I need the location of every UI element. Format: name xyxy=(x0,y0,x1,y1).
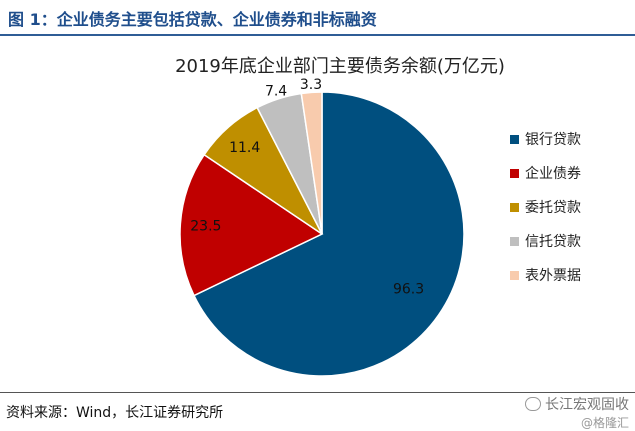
legend-swatch-4 xyxy=(510,237,519,246)
wechat-icon xyxy=(525,397,541,411)
legend-label-3: 委托贷款 xyxy=(525,200,581,216)
pie-slice-2 xyxy=(179,153,324,297)
chart-title: 2019年底企业部门主要债务余额(万亿元) xyxy=(175,56,505,77)
pie-slice-1 xyxy=(193,91,465,377)
title-rule xyxy=(0,34,635,36)
legend-swatch-1 xyxy=(510,135,519,144)
source-note: 资料来源：Wind，长江证券研究所 xyxy=(6,405,224,421)
legend-label-5: 表外票据 xyxy=(525,268,581,284)
data-label-4: 7.4 xyxy=(265,84,287,100)
data-label-1: 96.3 xyxy=(393,281,424,297)
legend-swatch-2 xyxy=(510,169,519,178)
legend-label-2: 企业债券 xyxy=(525,165,581,182)
data-label-3: 11.4 xyxy=(229,140,260,156)
watermark-account: 长江宏观固收 xyxy=(545,397,629,413)
watermark: 长江宏观固收 @格隆汇 xyxy=(525,394,629,431)
pie-slice-5 xyxy=(300,91,323,235)
legend-swatch-3 xyxy=(510,203,519,212)
legend-swatch-5 xyxy=(510,271,519,280)
watermark-line1: 长江宏观固收 xyxy=(525,394,629,414)
pie-slices xyxy=(179,91,465,377)
legend-label-1: 银行贷款 xyxy=(525,132,581,148)
source-rule xyxy=(0,392,635,393)
pie-chart: 2019年底企业部门主要债务余额(万亿元) 96.3 23.5 11.4 7.4 3.3… xyxy=(175,56,581,377)
legend-label-4: 信托贷款 xyxy=(525,234,581,250)
data-label-5: 3.3 xyxy=(300,77,322,93)
pie-labels: 96.3 23.5 11.4 7.4 3.3 xyxy=(190,77,424,298)
figure-title: 图 1：企业债务主要包括贷款、企业债券和非标融资 xyxy=(8,10,377,29)
data-label-2: 23.5 xyxy=(190,219,221,235)
watermark-line2: @格隆汇 xyxy=(580,416,629,430)
